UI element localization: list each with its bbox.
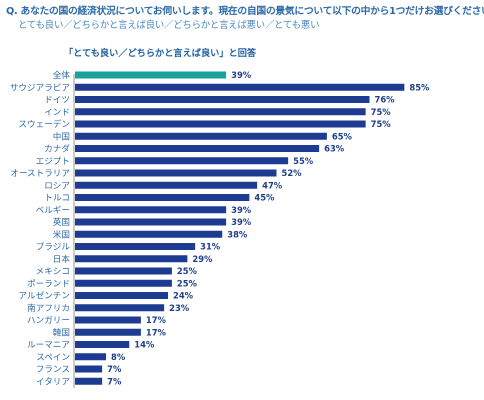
- bar: [75, 365, 103, 373]
- category-label: サウジアラビア: [10, 82, 70, 93]
- category-label: ベルギー: [36, 205, 70, 216]
- category-label: トルコ: [44, 194, 70, 204]
- bar: [75, 279, 172, 287]
- bar: [75, 341, 130, 348]
- category-label: ドイツ: [44, 96, 70, 106]
- value-label: 63%: [324, 144, 345, 154]
- bar: [75, 292, 168, 299]
- value-label: 24%: [173, 291, 194, 301]
- chart-subtitle: 「とても良い／どちらかと言えば良い」と回答: [64, 47, 257, 59]
- category-label: ハンガリー: [27, 315, 70, 326]
- bar: [75, 194, 250, 201]
- value-label: 65%: [332, 131, 353, 141]
- value-label: 25%: [177, 266, 198, 276]
- category-label: 全体: [53, 69, 71, 81]
- value-label: 85%: [409, 82, 430, 92]
- bar: [75, 120, 366, 128]
- value-label: 39%: [231, 205, 252, 215]
- value-label: 31%: [200, 242, 221, 252]
- bar: [75, 108, 366, 116]
- category-label: ブラジル: [36, 241, 71, 253]
- category-label: イタリア: [36, 376, 70, 387]
- value-label: 76%: [375, 95, 396, 105]
- value-label: 8%: [111, 352, 126, 362]
- question-text: Q. あなたの国の経済状況についてお伺いします。現在の自国の景気について以下の中…: [6, 6, 484, 17]
- category-label: フランス: [36, 364, 70, 375]
- value-label: 7%: [107, 376, 122, 386]
- value-label: 39%: [231, 70, 252, 80]
- bar: [75, 353, 106, 361]
- bar: [75, 267, 172, 275]
- bar: [75, 96, 370, 103]
- category-label: メキシコ: [36, 267, 70, 277]
- value-label: 17%: [146, 327, 167, 337]
- category-label: ロシア: [44, 181, 70, 191]
- bar: [75, 218, 227, 226]
- value-label: 52%: [282, 168, 303, 178]
- bar: [75, 328, 141, 336]
- category-label: スペイン: [36, 353, 70, 363]
- category-label: アルゼンチン: [19, 290, 70, 302]
- value-label: 7%: [107, 364, 122, 374]
- bar: [75, 243, 196, 250]
- category-label: ルーマニア: [27, 341, 70, 351]
- bar: [75, 169, 277, 177]
- value-label: 75%: [371, 119, 392, 129]
- bar: [75, 132, 327, 140]
- bars-group: 全体 39% サウジアラビア 85% ドイツ 76% インド 75% スウェーデン 75% 中国 65…: [10, 69, 430, 387]
- bar: [75, 255, 188, 263]
- bar: [75, 377, 103, 385]
- value-label: 39%: [231, 217, 252, 227]
- value-label: 75%: [371, 107, 392, 117]
- category-label: 米国: [53, 228, 70, 240]
- bar: [75, 230, 223, 238]
- category-label: インド: [44, 108, 70, 118]
- category-label: カナダ: [44, 143, 70, 155]
- category-label: 中国: [53, 130, 70, 142]
- bar: [75, 157, 289, 165]
- bar: [75, 181, 258, 189]
- answer-options-text: とても良い／どちらかと言えば良い／どちらかと言えば悪い／とても悪い: [18, 20, 320, 31]
- category-label: ポーランド: [27, 278, 70, 289]
- value-label: 23%: [169, 303, 190, 313]
- value-label: 38%: [227, 229, 248, 239]
- category-label: 韓国: [53, 327, 70, 338]
- value-label: 14%: [134, 340, 155, 350]
- category-label: 英国: [53, 216, 70, 228]
- value-label: 17%: [146, 315, 167, 325]
- category-label: 南アフリカ: [27, 302, 70, 314]
- bar: [75, 316, 141, 324]
- category-label: 日本: [53, 253, 71, 265]
- bar: [75, 71, 227, 79]
- value-label: 47%: [262, 180, 283, 190]
- category-label: エジプト: [36, 156, 70, 167]
- value-label: 25%: [177, 278, 198, 288]
- bar: [75, 206, 227, 214]
- category-label: スウェーデン: [18, 118, 70, 130]
- value-label: 45%: [254, 193, 275, 203]
- value-label: 29%: [192, 254, 213, 264]
- category-label: オーストラリア: [10, 168, 70, 179]
- bar: [75, 145, 320, 152]
- bar: [75, 304, 165, 312]
- value-label: 55%: [293, 156, 314, 166]
- bar: [75, 83, 405, 91]
